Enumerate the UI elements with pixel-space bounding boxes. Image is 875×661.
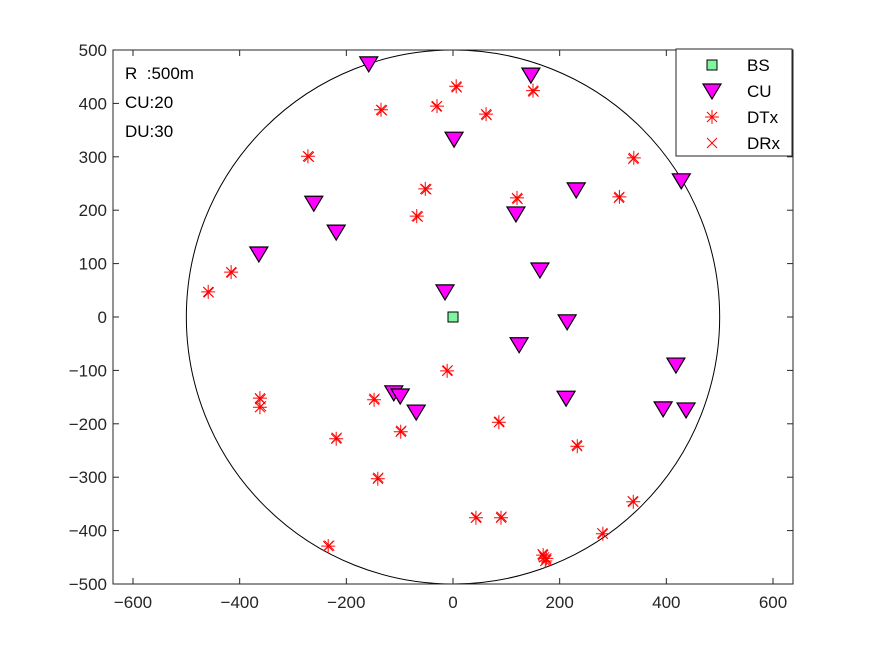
point-drx <box>442 365 454 376</box>
point-drx <box>226 267 238 279</box>
point-cu <box>529 262 550 280</box>
point-bs <box>447 311 459 323</box>
point-drx <box>494 416 505 428</box>
point-drx <box>203 287 215 298</box>
legend: BS CU DTx DRx <box>675 48 793 157</box>
point-cu <box>303 195 324 213</box>
x-tick-label: 600 <box>759 593 787 612</box>
y-tick-label: 100 <box>79 255 107 274</box>
y-tick-label: 300 <box>79 148 107 167</box>
point-cu <box>566 182 587 200</box>
point-cu <box>326 224 347 242</box>
point-cu <box>557 314 578 331</box>
axis-ticks: −600 −400 −200 0 200 400 600 −500 −400 −300 −200 −1… <box>69 41 793 612</box>
point-cu <box>676 402 697 420</box>
legend-label-dtx: DTx <box>747 108 779 127</box>
annotation-radius: R :500m <box>125 64 194 83</box>
annotation-du-count: DU:30 <box>125 122 173 141</box>
series-bs <box>447 311 459 323</box>
series-drx <box>203 82 639 566</box>
point-drx <box>431 101 442 112</box>
legend-label-drx: DRx <box>747 134 781 153</box>
legend-marker-drx <box>706 137 718 149</box>
point-drx <box>537 548 548 560</box>
point-cu <box>434 284 456 302</box>
y-tick-label: 200 <box>79 201 107 220</box>
point-cu <box>248 246 269 264</box>
y-tick-label: −200 <box>69 415 107 434</box>
point-drx <box>323 540 335 551</box>
point-drx <box>255 400 267 412</box>
point-drx <box>395 425 407 437</box>
point-drx <box>596 527 608 539</box>
legend-marker-bs <box>706 59 718 71</box>
y-tick-label: −100 <box>69 361 107 380</box>
point-drx <box>627 153 639 165</box>
point-drx <box>471 511 482 523</box>
point-cu <box>653 401 674 419</box>
y-tick-label: 0 <box>98 308 107 327</box>
legend-marker-cu <box>701 83 723 101</box>
point-drx <box>372 472 384 484</box>
x-tick-label: −600 <box>114 593 152 612</box>
point-drx <box>538 551 550 563</box>
x-tick-label: 400 <box>652 593 680 612</box>
annotations: R :500m CU:20 DU:30 <box>125 64 194 141</box>
y-tick-label: 400 <box>79 94 107 113</box>
x-tick-label: −200 <box>327 593 365 612</box>
x-tick-label: 200 <box>545 593 573 612</box>
legend-label-bs: BS <box>747 56 770 75</box>
point-cu <box>358 56 379 74</box>
point-drx <box>420 184 432 195</box>
point-drx <box>412 211 424 222</box>
point-cu <box>509 337 530 354</box>
y-tick-label: −400 <box>69 522 107 541</box>
point-drx <box>627 495 639 507</box>
point-cu <box>390 388 411 406</box>
point-drx <box>512 193 523 205</box>
point-cu <box>671 173 692 190</box>
point-drx <box>451 82 463 93</box>
point-cu <box>406 404 427 422</box>
point-cu <box>665 357 686 375</box>
point-drx <box>331 432 343 444</box>
legend-label-cu: CU <box>747 82 772 101</box>
point-cu <box>556 390 577 408</box>
point-drx <box>369 393 380 405</box>
x-tick-label: 0 <box>448 593 457 612</box>
point-drx <box>303 151 315 163</box>
legend-marker-dtx <box>705 110 719 124</box>
legend-box <box>675 48 793 157</box>
series-cu <box>248 56 697 422</box>
y-tick-label: −500 <box>69 575 107 594</box>
x-tick-label: −400 <box>221 593 259 612</box>
point-cu <box>505 206 526 224</box>
point-drx <box>613 192 625 204</box>
plot-area <box>185 49 721 585</box>
point-cu <box>444 131 465 149</box>
annotation-cu-count: CU:20 <box>125 93 173 112</box>
point-drx <box>571 439 583 451</box>
point-drx <box>481 109 492 121</box>
y-tick-label: 500 <box>79 41 107 60</box>
point-cu <box>520 67 541 85</box>
series-dtx <box>201 79 641 569</box>
point-drx <box>376 104 388 116</box>
point-drx <box>528 86 539 98</box>
y-tick-label: −300 <box>69 468 107 487</box>
point-drx <box>496 511 507 523</box>
